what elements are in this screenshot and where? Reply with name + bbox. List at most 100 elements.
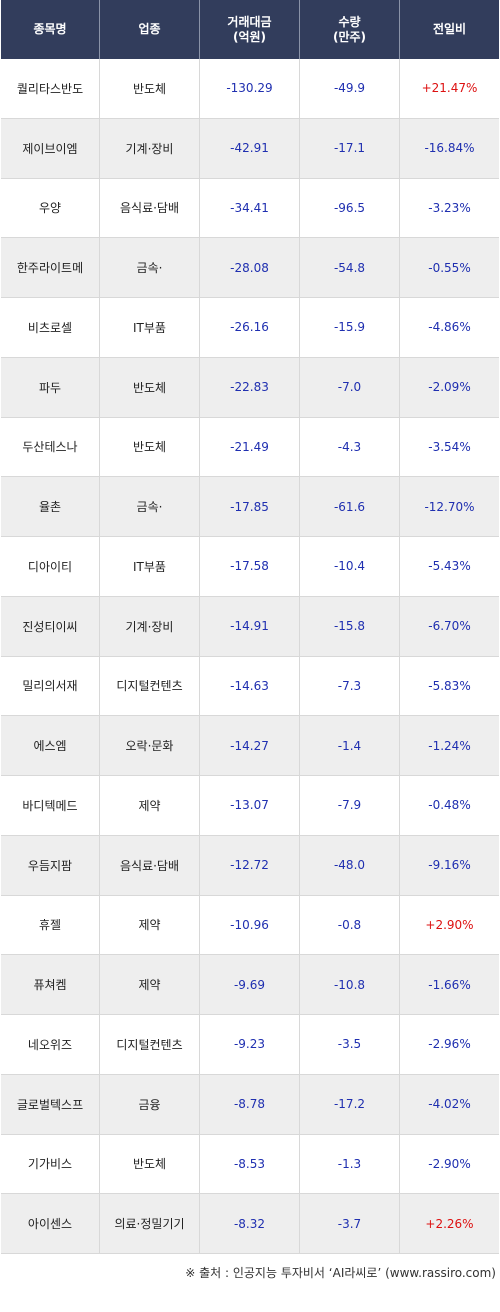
stock-sector: 금융	[100, 1074, 200, 1134]
trade-volume: -15.8	[300, 596, 400, 656]
table-row: 우양 음식료·담배 -34.41 -96.5 -3.23%	[1, 178, 499, 239]
price-change: +2.26%	[425, 1216, 474, 1231]
stock-name: 진성티이씨	[1, 596, 100, 656]
stock-name: 디아이티	[1, 537, 100, 596]
trade-amount: -17.85	[200, 477, 300, 536]
stock-sector: 디지털컨텐츠	[100, 656, 200, 716]
trade-volume: -49.9	[300, 59, 400, 118]
stock-name: 우듬지팜	[1, 835, 100, 895]
trade-amount: -17.58	[200, 537, 300, 596]
table-row: 비츠로셀 IT부품 -26.16 -15.9 -4.86%	[1, 298, 499, 358]
stock-sector: 금속·	[100, 477, 200, 536]
stock-name: 네오위즈	[1, 1015, 100, 1074]
table-row: 글로벌텍스프 금융 -8.78 -17.2 -4.02%	[1, 1074, 499, 1135]
stock-sector: IT부품	[100, 298, 200, 357]
header-name: 종목명	[1, 0, 100, 59]
stock-name: 아이센스	[1, 1194, 100, 1253]
header-volume: 수량 (만주)	[300, 0, 400, 59]
trade-volume: -1.3	[300, 1134, 400, 1194]
stock-name: 비츠로셀	[1, 298, 100, 357]
stock-sector: 제약	[100, 955, 200, 1014]
trade-volume: -7.9	[300, 776, 400, 835]
price-change: +21.47%	[421, 81, 478, 96]
stock-sector: 금속·	[100, 238, 200, 297]
trade-amount: -22.83	[200, 357, 300, 417]
table-header: 종목명 업종 거래대금 (억원) 수량 (만주) 전일비	[1, 0, 499, 59]
stock-name: 율촌	[1, 477, 100, 536]
stock-sector: 기계·장비	[100, 118, 200, 178]
trade-amount: -130.29	[200, 59, 300, 118]
trade-amount: -14.27	[200, 716, 300, 775]
trade-amount: -26.16	[200, 298, 300, 357]
trade-amount: -8.53	[200, 1134, 300, 1194]
trade-volume: -7.0	[300, 357, 400, 417]
trade-volume: -17.2	[300, 1074, 400, 1134]
trade-volume: -17.1	[300, 118, 400, 178]
price-change: -16.84%	[424, 141, 475, 156]
table-row: 두산테스나 반도체 -21.49 -4.3 -3.54%	[1, 417, 499, 478]
stock-name: 한주라이트메	[1, 238, 100, 297]
price-change: -3.23%	[428, 200, 471, 215]
stock-sector: 제약	[100, 895, 200, 955]
table-row: 밀리의서재 디지털컨텐츠 -14.63 -7.3 -5.83%	[1, 656, 499, 717]
table-row: 제이브이엠 기계·장비 -42.91 -17.1 -16.84%	[1, 118, 499, 179]
stock-sector: 반도체	[100, 59, 200, 118]
table-row: 휴젤 제약 -10.96 -0.8 +2.90%	[1, 895, 499, 956]
header-amount: 거래대금 (억원)	[200, 0, 300, 59]
trade-volume: -3.5	[300, 1015, 400, 1074]
table-row: 퓨쳐켐 제약 -9.69 -10.8 -1.66%	[1, 955, 499, 1015]
table-row: 한주라이트메 금속· -28.08 -54.8 -0.55%	[1, 238, 499, 298]
price-change: -1.66%	[428, 977, 471, 992]
stock-sector: 디지털컨텐츠	[100, 1015, 200, 1074]
table-row: 우듬지팜 음식료·담배 -12.72 -48.0 -9.16%	[1, 835, 499, 896]
stock-sector: 음식료·담배	[100, 178, 200, 238]
trade-volume: -7.3	[300, 656, 400, 716]
stock-sector: 반도체	[100, 357, 200, 417]
trade-amount: -9.69	[200, 955, 300, 1014]
trade-volume: -10.8	[300, 955, 400, 1014]
stock-sector: 제약	[100, 776, 200, 835]
trade-amount: -8.32	[200, 1194, 300, 1253]
stock-name: 글로벌텍스프	[1, 1074, 100, 1134]
price-change: -9.16%	[428, 858, 471, 873]
price-change: -2.96%	[428, 1037, 471, 1052]
table-row: 아이센스 의료·정밀기기 -8.32 -3.7 +2.26%	[1, 1194, 499, 1254]
price-change: -1.24%	[428, 738, 471, 753]
trade-amount: -34.41	[200, 178, 300, 238]
stock-sector: 음식료·담배	[100, 835, 200, 895]
trade-amount: -13.07	[200, 776, 300, 835]
table-row: 진성티이씨 기계·장비 -14.91 -15.8 -6.70%	[1, 596, 499, 657]
stock-name: 파두	[1, 357, 100, 417]
trade-volume: -4.3	[300, 417, 400, 477]
stock-sector: IT부품	[100, 537, 200, 596]
stock-name: 에스엠	[1, 716, 100, 775]
source-footer: ※ 출처 : 인공지능 투자비서 ‘AI라씨로’ (www.rassiro.co…	[185, 1265, 496, 1280]
trade-volume: -0.8	[300, 895, 400, 955]
trade-amount: -9.23	[200, 1015, 300, 1074]
price-change: +2.90%	[425, 917, 474, 932]
table-body: 퀄리타스반도 반도체 -130.29 -49.9 +21.47% 제이브이엠 기계·장비 -4…	[1, 59, 499, 1254]
stock-sector: 반도체	[100, 1134, 200, 1194]
price-change: -6.70%	[428, 619, 471, 634]
stock-name: 밀리의서재	[1, 656, 100, 716]
price-change: -12.70%	[424, 499, 475, 514]
trade-amount: -21.49	[200, 417, 300, 477]
trade-volume: -54.8	[300, 238, 400, 297]
stock-name: 우양	[1, 178, 100, 238]
stock-sector: 오락·문화	[100, 716, 200, 775]
trade-volume: -96.5	[300, 178, 400, 238]
stock-name: 휴젤	[1, 895, 100, 955]
trade-volume: -48.0	[300, 835, 400, 895]
table-row: 에스엠 오락·문화 -14.27 -1.4 -1.24%	[1, 716, 499, 776]
stock-sector: 반도체	[100, 417, 200, 477]
stock-sector: 기계·장비	[100, 596, 200, 656]
stock-name: 제이브이엠	[1, 118, 100, 178]
stock-name: 기가비스	[1, 1134, 100, 1194]
price-change: -5.83%	[428, 678, 471, 693]
price-change: -2.90%	[428, 1156, 471, 1171]
stock-name: 퀄리타스반도	[1, 59, 100, 118]
trade-amount: -14.63	[200, 656, 300, 716]
trade-amount: -14.91	[200, 596, 300, 656]
table-row: 파두 반도체 -22.83 -7.0 -2.09%	[1, 357, 499, 418]
trade-volume: -1.4	[300, 716, 400, 775]
